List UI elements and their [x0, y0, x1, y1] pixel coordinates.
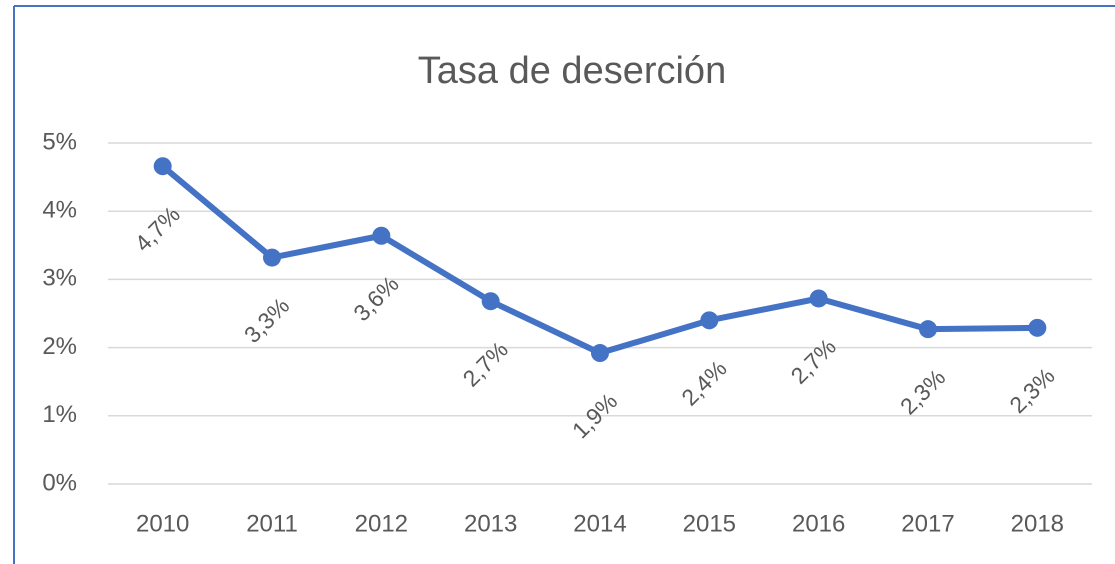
- y-tick-label: 4%: [42, 197, 77, 224]
- point-marker: [919, 320, 937, 339]
- x-tick-label: 2014: [573, 510, 626, 537]
- y-tick-label: 0%: [42, 469, 77, 496]
- y-tick-label: 3%: [42, 265, 77, 292]
- point-marker: [591, 344, 609, 363]
- point-marker: [809, 289, 828, 308]
- point-marker: [263, 248, 281, 267]
- point-marker: [153, 157, 172, 176]
- x-tick-label: 2010: [136, 510, 189, 537]
- x-tick-label: 2018: [1011, 510, 1064, 537]
- point-marker: [1028, 318, 1047, 337]
- x-tick-label: 2011: [246, 510, 298, 537]
- x-tick-label: 2015: [683, 510, 736, 537]
- x-tick-label: 2013: [464, 510, 517, 537]
- point-marker: [700, 311, 719, 330]
- point-marker: [481, 292, 500, 311]
- y-tick-label: 5%: [42, 128, 77, 155]
- point-marker: [372, 226, 391, 245]
- x-tick-label: 2012: [355, 510, 408, 537]
- y-tick-label: 2%: [42, 333, 77, 360]
- y-tick-label: 1%: [42, 401, 77, 428]
- chart-title: Tasa de deserción: [418, 50, 726, 92]
- x-tick-label: 2017: [901, 510, 954, 537]
- x-tick-label: 2016: [792, 510, 845, 537]
